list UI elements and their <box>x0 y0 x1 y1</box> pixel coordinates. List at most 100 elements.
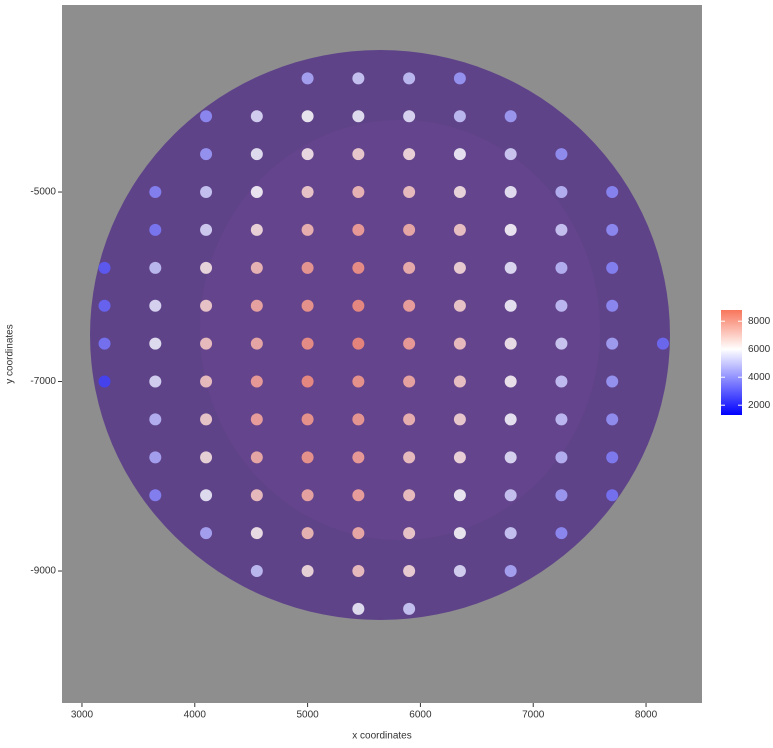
spot <box>352 72 365 85</box>
spot <box>555 148 568 161</box>
spot <box>250 261 263 274</box>
spot <box>200 337 213 350</box>
spot <box>301 565 314 578</box>
spot <box>606 489 619 502</box>
spot <box>301 223 314 236</box>
spot <box>149 451 162 464</box>
spot <box>250 223 263 236</box>
colorbar-label: 2000 <box>748 400 771 411</box>
spot <box>352 565 365 578</box>
spot <box>250 299 263 312</box>
spot <box>200 527 213 540</box>
y-tick-label: -9000 <box>30 566 56 577</box>
spot <box>98 299 111 312</box>
spot <box>250 489 263 502</box>
spot <box>250 527 263 540</box>
spot <box>200 223 213 236</box>
spot <box>403 527 416 540</box>
spot <box>555 337 568 350</box>
spot <box>149 489 162 502</box>
spot <box>453 375 466 388</box>
spot <box>453 186 466 199</box>
spot <box>504 110 517 123</box>
spot <box>453 148 466 161</box>
spot <box>200 261 213 274</box>
x-tick-label: 6000 <box>409 710 432 721</box>
spot <box>352 186 365 199</box>
spot <box>606 223 619 236</box>
y-tick-label: -7000 <box>30 376 56 387</box>
spot <box>504 451 517 464</box>
spot <box>555 223 568 236</box>
spot <box>403 299 416 312</box>
spot <box>555 186 568 199</box>
spot <box>149 337 162 350</box>
colorbar-label: 6000 <box>748 344 771 355</box>
spot <box>555 375 568 388</box>
x-tick-label: 3000 <box>71 710 94 721</box>
x-tick-label: 4000 <box>184 710 207 721</box>
spot <box>352 451 365 464</box>
spot <box>301 261 314 274</box>
y-axis-title: y coordinates <box>5 324 16 383</box>
spot <box>403 148 416 161</box>
spot <box>504 527 517 540</box>
spot <box>200 413 213 426</box>
spot <box>250 186 263 199</box>
spot <box>149 299 162 312</box>
spot <box>453 451 466 464</box>
spot <box>504 413 517 426</box>
spot <box>250 451 263 464</box>
spot <box>403 186 416 199</box>
spot <box>352 489 365 502</box>
spot <box>453 527 466 540</box>
spot <box>504 299 517 312</box>
spot <box>555 261 568 274</box>
spot <box>200 375 213 388</box>
spot <box>504 148 517 161</box>
spot <box>403 413 416 426</box>
spot <box>352 223 365 236</box>
spot <box>149 223 162 236</box>
spot <box>555 413 568 426</box>
spot <box>149 186 162 199</box>
spot <box>403 110 416 123</box>
spot <box>149 261 162 274</box>
spot <box>555 527 568 540</box>
spot <box>606 375 619 388</box>
spot <box>149 375 162 388</box>
spot <box>98 261 111 274</box>
spot <box>453 261 466 274</box>
x-tick-label: 5000 <box>296 710 319 721</box>
spot <box>301 148 314 161</box>
spot <box>98 337 111 350</box>
spot <box>200 148 213 161</box>
spot <box>555 489 568 502</box>
x-tick-label: 8000 <box>635 710 658 721</box>
spot <box>301 337 314 350</box>
spot <box>453 413 466 426</box>
y-tick-label: -5000 <box>30 187 56 198</box>
spot <box>250 148 263 161</box>
spot <box>403 565 416 578</box>
spot <box>352 413 365 426</box>
spot <box>200 110 213 123</box>
colorbar-label: 8000 <box>748 316 771 327</box>
spot <box>453 110 466 123</box>
tissue-image-core <box>200 120 600 540</box>
spot <box>403 451 416 464</box>
spot <box>403 223 416 236</box>
spot <box>504 186 517 199</box>
spot <box>301 186 314 199</box>
spot <box>352 261 365 274</box>
spot <box>403 375 416 388</box>
spot <box>606 337 619 350</box>
spot <box>453 299 466 312</box>
spot <box>555 451 568 464</box>
spot <box>352 148 365 161</box>
spot <box>352 299 365 312</box>
spot <box>606 186 619 199</box>
spot <box>301 299 314 312</box>
spot <box>453 223 466 236</box>
